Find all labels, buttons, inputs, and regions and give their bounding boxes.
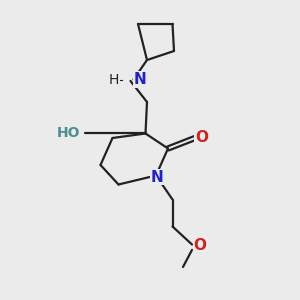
Text: O: O	[194, 238, 206, 253]
Text: HO: HO	[57, 127, 80, 140]
Text: N: N	[134, 72, 146, 87]
Text: O: O	[195, 130, 208, 146]
Text: H: H	[109, 73, 119, 86]
Text: N: N	[151, 169, 164, 184]
